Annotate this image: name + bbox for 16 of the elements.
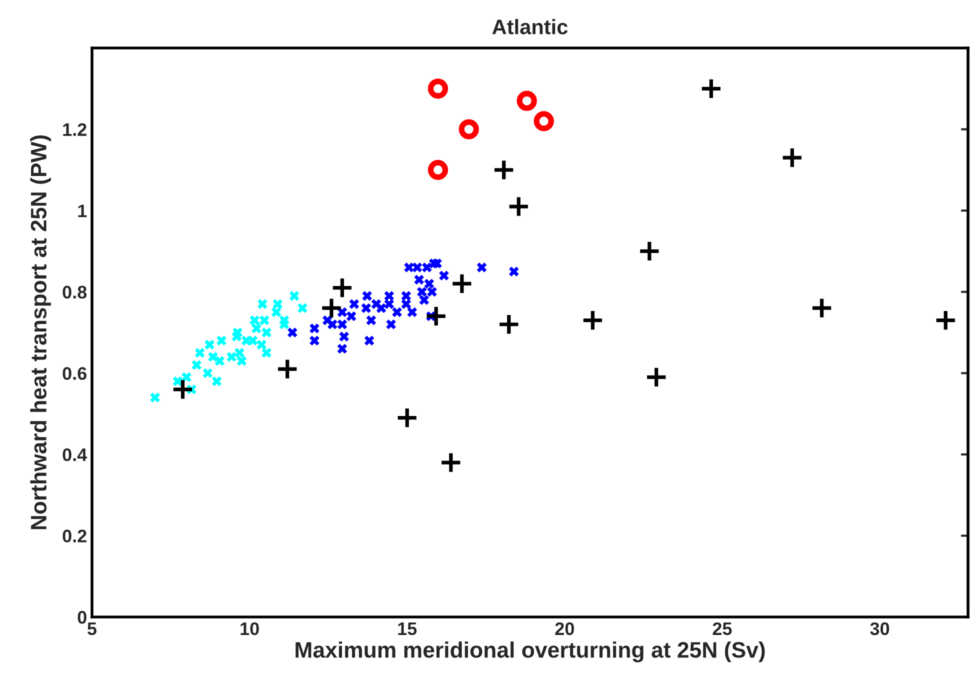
y-tick-label: 0.2: [62, 530, 86, 542]
x-axis-title: Maximum meridional overturning at 25N (Sv): [296, 641, 765, 662]
y-tick-label: 0.8: [62, 286, 87, 299]
y-axis-title: Northward heat transport at 25N (PW): [30, 135, 51, 530]
y-tick-label: 0: [78, 610, 86, 624]
x-tick-label: 30: [870, 622, 890, 636]
y-tick-label: 0.4: [62, 448, 88, 462]
chart-title: Atlantic: [492, 19, 568, 34]
x-tick-label: 15: [398, 622, 417, 636]
x-tick-label: 20: [555, 622, 574, 636]
x-tick-label: 25: [712, 622, 732, 636]
y-tick-label: 1: [78, 204, 87, 218]
x-tick-label: 5: [88, 622, 97, 636]
x-tick-label: 10: [240, 622, 259, 636]
y-tick-label: 0.6: [62, 367, 86, 380]
y-tick-label: 1.2: [63, 123, 86, 136]
